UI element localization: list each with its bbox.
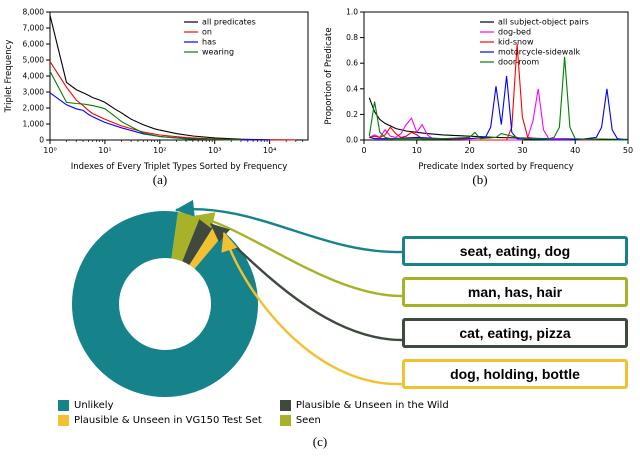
x-tick-label: 10 bbox=[412, 146, 422, 155]
x-axis-label: Predicate Index sorted by Frequency bbox=[418, 162, 573, 172]
series-wearing bbox=[49, 70, 241, 141]
legend-entry: kid-snow bbox=[498, 38, 534, 47]
y-tick-label: 7,000 bbox=[23, 24, 45, 33]
x-tick-label: 40 bbox=[570, 146, 580, 155]
y-tick-label: 0.6 bbox=[346, 59, 358, 68]
y-tick-label: 1.0 bbox=[346, 8, 358, 17]
caption-b: (b) bbox=[472, 172, 488, 187]
x-tick-label: 30 bbox=[517, 146, 527, 155]
donut-slice-unlikely bbox=[72, 211, 258, 397]
top-charts-row: 0 1,000 2,000 3,000 4,000 5,000 6,000 7,000 8,00… bbox=[0, 0, 640, 188]
x-tick-label: 10¹ bbox=[98, 146, 111, 155]
legend-entry: dog-bed bbox=[498, 28, 531, 37]
x-tick-label: 0 bbox=[361, 146, 366, 155]
callout-boxes: seat, eating, dog man, has, hair cat, ea… bbox=[402, 236, 628, 389]
y-tick-label: 0.8 bbox=[346, 33, 358, 42]
y-tick-label: 0.2 bbox=[346, 110, 358, 119]
y-tick-label: 4,000 bbox=[23, 72, 45, 81]
x-tick-label: 50 bbox=[623, 146, 633, 155]
series-on bbox=[49, 61, 296, 141]
caption-a: (a) bbox=[152, 172, 168, 187]
y-tick-label: 0 bbox=[39, 136, 44, 145]
callout-text: cat, eating, pizza bbox=[459, 325, 571, 341]
plot-frame bbox=[49, 11, 309, 141]
legend-entry: has bbox=[202, 38, 216, 47]
legend-item-plausible-vg150: Plausible & Unseen in VG150 Test Set bbox=[58, 415, 262, 426]
legend-swatch bbox=[279, 400, 291, 411]
triplet-composition-donut bbox=[72, 211, 258, 397]
callout-dog-holding-bottle: dog, holding, bottle bbox=[402, 359, 628, 389]
y-tick-label: 6,000 bbox=[23, 40, 45, 49]
panel-a: 0 1,000 2,000 3,000 4,000 5,000 6,000 7,000 8,00… bbox=[0, 4, 320, 188]
legend-entry: all predicates bbox=[202, 18, 256, 27]
series-door-room bbox=[368, 56, 628, 141]
panel-b: 0.0 0.2 0.4 0.6 0.8 1.0 0 10 20 30 40 50 Predicate I… bbox=[320, 4, 640, 188]
callout-seat-eating-dog: seat, eating, dog bbox=[402, 236, 628, 266]
x-tick-label: 10⁴ bbox=[263, 146, 276, 155]
y-tick-label: 8,000 bbox=[23, 8, 45, 17]
y-axis-label: Triplet Frequency bbox=[4, 40, 14, 114]
legend-label: Unlikely bbox=[74, 400, 114, 411]
y-tick-label: 0.4 bbox=[346, 84, 358, 93]
legend-item-plausible-wild: Plausible & Unseen in the Wild bbox=[279, 400, 449, 411]
x-tick-label: 10³ bbox=[208, 146, 221, 155]
series-motorcycle-sidewalk bbox=[369, 75, 629, 141]
legend-entry: all subject-object pairs bbox=[498, 18, 589, 27]
callout-text: dog, holding, bottle bbox=[450, 366, 580, 382]
y-axis-label: Proportion of Predicate bbox=[324, 27, 334, 124]
legend-swatch bbox=[58, 415, 69, 426]
callout-text: man, has, hair bbox=[467, 284, 563, 300]
triplet-frequency-chart: 0 1,000 2,000 3,000 4,000 5,000 6,000 7,000 8,00… bbox=[4, 8, 309, 172]
x-tick-label: 10² bbox=[153, 146, 166, 155]
callout-man-has-hair: man, has, hair bbox=[402, 277, 628, 307]
x-axis-label: Indexes of Every Triplet Types Sorted by… bbox=[71, 162, 288, 172]
y-tick-label: 3,000 bbox=[23, 88, 45, 97]
x-tick-label: 10⁰ bbox=[43, 146, 56, 155]
series-dog-bed bbox=[369, 88, 628, 141]
series-all-predicates bbox=[49, 15, 309, 141]
legend-entry: on bbox=[202, 28, 212, 37]
legend-swatch bbox=[279, 415, 291, 426]
plot-frame bbox=[363, 11, 629, 141]
donut-legend: Unlikely Plausible & Unseen in the Wild … bbox=[58, 400, 449, 426]
callout-cat-eating-pizza: cat, eating, pizza bbox=[402, 318, 628, 348]
callout-text: seat, eating, dog bbox=[459, 243, 571, 259]
legend-label: Plausible & Unseen in the Wild bbox=[295, 400, 449, 411]
legend-entry: wearing bbox=[202, 48, 234, 57]
y-tick-label: 2,000 bbox=[23, 104, 45, 113]
series-has bbox=[49, 92, 270, 141]
panel-c: seat, eating, dog man, has, hair cat, ea… bbox=[0, 188, 640, 462]
legend-label: Plausible & Unseen in VG150 Test Set bbox=[74, 415, 262, 426]
caption-c: (c) bbox=[312, 434, 328, 449]
y-tick-label: 0.0 bbox=[346, 136, 358, 145]
x-tick-label: 20 bbox=[465, 146, 475, 155]
legend-label: Seen bbox=[295, 415, 321, 426]
legend-swatch bbox=[58, 400, 69, 411]
y-tick-label: 5,000 bbox=[23, 56, 45, 65]
legend-entry: door-room bbox=[498, 58, 539, 67]
legend-entry: motorcycle-sidewalk bbox=[498, 48, 580, 57]
legend-item-seen: Seen bbox=[279, 415, 449, 426]
y-tick-label: 1,000 bbox=[23, 120, 45, 129]
legend-item-unlikely: Unlikely bbox=[58, 400, 262, 411]
predicate-proportion-chart: 0.0 0.2 0.4 0.6 0.8 1.0 0 10 20 30 40 50 Predicate I… bbox=[324, 8, 633, 173]
